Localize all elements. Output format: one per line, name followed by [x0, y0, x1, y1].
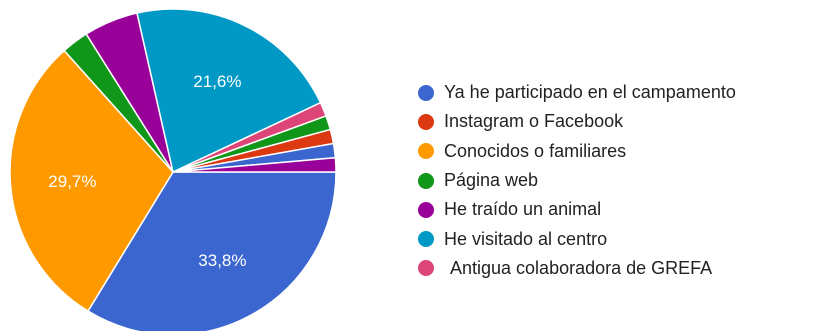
legend-item: Conocidos o familiares: [418, 137, 736, 166]
pie-chart-svg: 33,8% 29,7% 21,6%: [9, 8, 337, 331]
legend-item: Antigua colaboradora de GREFA: [418, 254, 736, 283]
pie-slice: [9, 49, 174, 313]
legend: Ya he participado en el campamento Instag…: [418, 78, 736, 283]
legend-item: Ya he participado en el campamento: [418, 78, 736, 107]
slice-data-label: 33,8%: [198, 251, 246, 270]
legend-item: Página web: [418, 166, 736, 195]
legend-label: Antigua colaboradora de GREFA: [450, 257, 713, 278]
legend-label: Ya he participado en el campamento: [444, 82, 736, 103]
slice-data-label: 21,6%: [193, 72, 241, 91]
legend-item: He traído un animal: [418, 195, 736, 224]
legend-swatch: [418, 201, 434, 218]
pie-slice: [136, 8, 322, 174]
legend-label: He visitado al centro: [444, 228, 608, 249]
legend-label: Página web: [444, 170, 539, 191]
pie-slice: [86, 171, 337, 331]
legend-item: He visitado al centro: [418, 224, 736, 253]
legend-item: Instagram o Facebook: [418, 107, 736, 136]
legend-label: He traído un animal: [444, 199, 602, 220]
legend-swatch: [418, 113, 434, 130]
legend-label: Instagram o Facebook: [444, 111, 624, 132]
legend-swatch: [418, 172, 434, 189]
pie-slice: [172, 156, 337, 173]
legend-swatch: [418, 260, 434, 277]
legend-swatch: [418, 84, 434, 101]
slice-data-label: 29,7%: [48, 172, 96, 191]
legend-swatch: [418, 143, 434, 160]
legend-swatch: [418, 231, 434, 248]
legend-label: Conocidos o familiares: [444, 140, 627, 161]
